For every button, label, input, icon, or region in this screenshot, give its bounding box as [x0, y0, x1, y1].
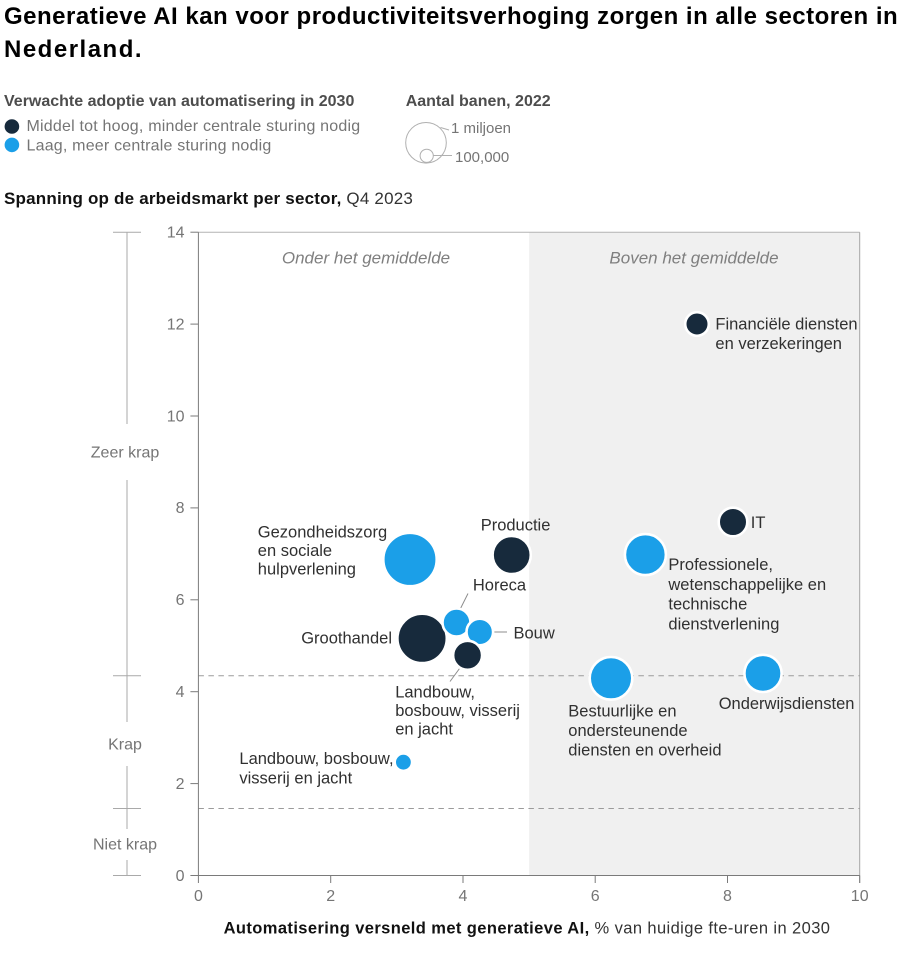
svg-text:8: 8: [723, 888, 732, 905]
svg-text:Onder het gemiddelde: Onder het gemiddelde: [282, 249, 450, 268]
svg-text:Productie: Productie: [481, 517, 551, 535]
svg-text:8: 8: [176, 500, 185, 517]
svg-text:Zeer krap: Zeer krap: [91, 445, 160, 462]
svg-text:visserij en jacht: visserij en jacht: [239, 770, 352, 788]
svg-text:wetenschappelijke en: wetenschappelijke en: [667, 576, 826, 594]
svg-text:6: 6: [176, 592, 185, 609]
svg-text:Nederland.: Nederland.: [4, 36, 143, 63]
svg-text:Automatisering versneld met ge: Automatisering versneld met generatieve …: [224, 920, 831, 938]
svg-text:4: 4: [176, 684, 185, 701]
svg-text:Aantal banen, 2022: Aantal banen, 2022: [406, 93, 551, 110]
svg-text:12: 12: [167, 316, 185, 333]
svg-text:Generatieve AI kan voor produc: Generatieve AI kan voor productiviteitsv…: [4, 3, 898, 30]
svg-text:6: 6: [591, 888, 600, 905]
svg-text:Onderwijsdiensten: Onderwijsdiensten: [719, 695, 855, 713]
svg-text:Groothandel: Groothandel: [301, 629, 392, 647]
svg-text:Landbouw,: Landbouw,: [395, 684, 475, 702]
svg-text:Gezondheidszorg: Gezondheidszorg: [258, 523, 387, 541]
svg-text:Verwachte adoptie van automati: Verwachte adoptie van automatisering in …: [4, 93, 354, 110]
svg-text:Laag, meer centrale sturing no: Laag, meer centrale sturing nodig: [27, 138, 272, 155]
svg-text:en sociale: en sociale: [258, 542, 332, 560]
svg-text:Niet krap: Niet krap: [93, 837, 157, 854]
svg-text:Spanning op de arbeidsmarkt pe: Spanning op de arbeidsmarkt per sector, …: [4, 189, 413, 208]
svg-text:Professionele,: Professionele,: [668, 556, 773, 574]
svg-text:10: 10: [851, 888, 869, 905]
svg-text:IT: IT: [751, 514, 766, 532]
svg-text:14: 14: [167, 225, 185, 242]
svg-text:Horeca: Horeca: [473, 577, 527, 595]
svg-text:bosbouw, visserij: bosbouw, visserij: [395, 702, 520, 720]
svg-text:0: 0: [194, 888, 203, 905]
svg-text:ondersteunende: ondersteunende: [568, 722, 687, 740]
svg-text:Boven het gemiddelde: Boven het gemiddelde: [609, 249, 778, 268]
svg-text:Bouw: Bouw: [514, 625, 555, 643]
svg-text:dienstverlening: dienstverlening: [668, 615, 779, 633]
svg-text:2: 2: [326, 888, 335, 905]
svg-text:Krap: Krap: [108, 737, 142, 754]
svg-text:Landbouw, bosbouw,: Landbouw, bosbouw,: [239, 750, 393, 768]
svg-text:2: 2: [176, 776, 185, 793]
svg-text:Financiële diensten: Financiële diensten: [715, 316, 857, 334]
svg-text:100,000: 100,000: [455, 149, 509, 166]
svg-text:1 miljoen: 1 miljoen: [451, 120, 511, 137]
svg-text:Bestuurlijke en: Bestuurlijke en: [568, 702, 676, 720]
svg-text:en jacht: en jacht: [395, 721, 453, 739]
svg-text:Middel tot hoog, minder centra: Middel tot hoog, minder centrale sturing…: [27, 118, 361, 135]
svg-text:diensten en overheid: diensten en overheid: [568, 742, 721, 760]
svg-text:10: 10: [167, 408, 185, 425]
svg-text:0: 0: [176, 868, 185, 885]
svg-text:en verzekeringen: en verzekeringen: [715, 335, 842, 353]
svg-text:4: 4: [459, 888, 468, 905]
svg-text:hulpverlening: hulpverlening: [258, 560, 356, 578]
svg-text:technische: technische: [668, 596, 747, 614]
